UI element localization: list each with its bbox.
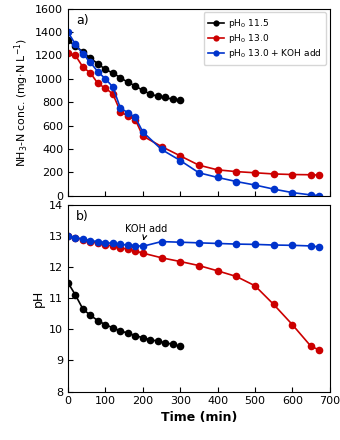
Y-axis label: pH: pH bbox=[32, 290, 45, 307]
Text: a): a) bbox=[76, 15, 88, 27]
Legend: pH$_0$ 11.5, pH$_0$ 13.0, pH$_0$ 13.0 + KOH add: pH$_0$ 11.5, pH$_0$ 13.0, pH$_0$ 13.0 + … bbox=[204, 12, 326, 65]
Text: KOH add: KOH add bbox=[125, 224, 168, 239]
Y-axis label: NH$_3$-N conc. (mg$\cdot$N L$^{-1}$): NH$_3$-N conc. (mg$\cdot$N L$^{-1}$) bbox=[12, 38, 31, 167]
X-axis label: Time (min): Time (min) bbox=[161, 411, 237, 424]
Text: b): b) bbox=[76, 210, 89, 224]
